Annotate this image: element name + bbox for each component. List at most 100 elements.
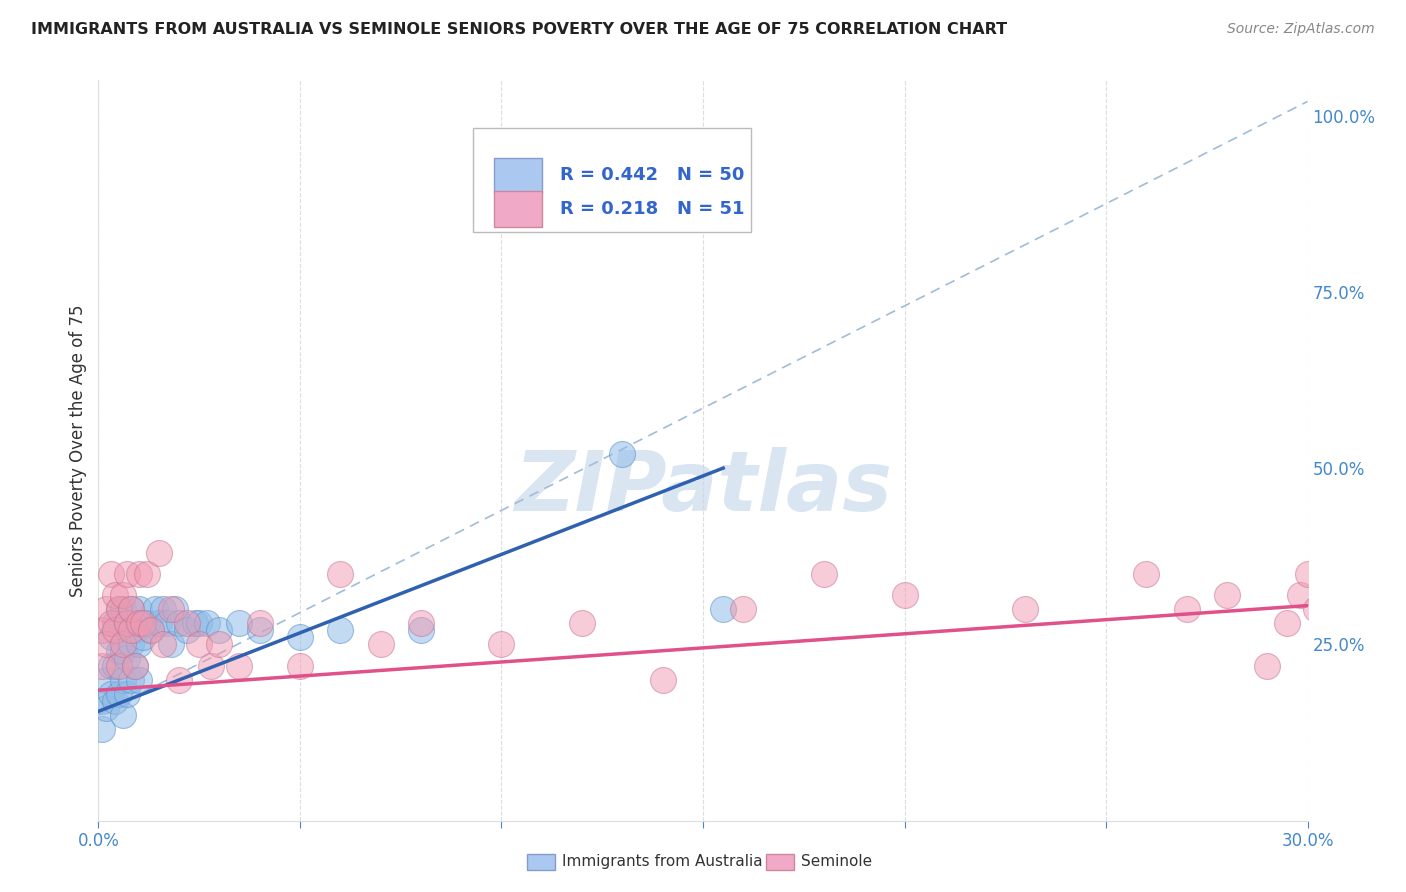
Seminole xyxy=(167,673,190,687)
Immigrants from Australia xyxy=(612,447,634,461)
Seminole xyxy=(813,566,835,581)
Immigrants from Australia xyxy=(128,602,150,616)
Immigrants from Australia xyxy=(111,602,134,616)
Seminole xyxy=(733,602,755,616)
Y-axis label: Seniors Poverty Over the Age of 75: Seniors Poverty Over the Age of 75 xyxy=(69,304,87,597)
Seminole xyxy=(1175,602,1198,616)
Seminole xyxy=(132,616,155,631)
Immigrants from Australia xyxy=(128,637,150,651)
Immigrants from Australia xyxy=(107,644,129,658)
Seminole xyxy=(1135,566,1157,581)
Seminole xyxy=(124,658,146,673)
Seminole xyxy=(120,602,142,616)
Immigrants from Australia xyxy=(115,651,138,665)
Immigrants from Australia xyxy=(167,616,190,631)
Immigrants from Australia xyxy=(184,616,207,631)
Immigrants from Australia xyxy=(163,602,186,616)
Seminole xyxy=(491,637,513,651)
Immigrants from Australia xyxy=(188,616,211,631)
Seminole xyxy=(571,616,593,631)
Immigrants from Australia xyxy=(711,602,734,616)
Seminole xyxy=(103,624,125,638)
Immigrants from Australia xyxy=(128,673,150,687)
Seminole xyxy=(115,616,138,631)
Immigrants from Australia xyxy=(96,701,118,715)
Seminole xyxy=(107,602,129,616)
Immigrants from Australia xyxy=(120,637,142,651)
FancyBboxPatch shape xyxy=(474,128,751,232)
Immigrants from Australia xyxy=(96,673,118,687)
Seminole xyxy=(370,637,392,651)
Seminole xyxy=(139,624,162,638)
Immigrants from Australia xyxy=(120,673,142,687)
Seminole xyxy=(100,616,122,631)
Seminole xyxy=(91,658,114,673)
Seminole xyxy=(135,566,157,581)
Seminole xyxy=(1305,602,1327,616)
Seminole xyxy=(1216,588,1239,602)
Immigrants from Australia xyxy=(100,687,122,701)
Seminole xyxy=(103,588,125,602)
Immigrants from Australia xyxy=(124,624,146,638)
Text: IMMIGRANTS FROM AUSTRALIA VS SEMINOLE SENIORS POVERTY OVER THE AGE OF 75 CORRELA: IMMIGRANTS FROM AUSTRALIA VS SEMINOLE SE… xyxy=(31,22,1007,37)
Immigrants from Australia xyxy=(139,624,162,638)
Immigrants from Australia xyxy=(100,630,122,644)
Seminole xyxy=(409,616,432,631)
Seminole xyxy=(893,588,915,602)
Seminole xyxy=(115,566,138,581)
Immigrants from Australia xyxy=(111,707,134,722)
Immigrants from Australia xyxy=(288,630,311,644)
Immigrants from Australia xyxy=(107,687,129,701)
Text: Seminole: Seminole xyxy=(801,855,873,869)
Seminole xyxy=(107,658,129,673)
Seminole xyxy=(120,624,142,638)
Immigrants from Australia xyxy=(103,658,125,673)
Immigrants from Australia xyxy=(176,624,198,638)
Immigrants from Australia xyxy=(249,624,271,638)
Seminole xyxy=(128,616,150,631)
Immigrants from Australia xyxy=(195,616,218,631)
Seminole xyxy=(148,546,170,560)
Seminole xyxy=(249,616,271,631)
Immigrants from Australia xyxy=(111,644,134,658)
Immigrants from Australia xyxy=(107,602,129,616)
Text: Source: ZipAtlas.com: Source: ZipAtlas.com xyxy=(1227,22,1375,37)
Seminole xyxy=(100,566,122,581)
Seminole xyxy=(1296,566,1319,581)
Immigrants from Australia xyxy=(228,616,250,631)
FancyBboxPatch shape xyxy=(494,191,543,227)
Seminole xyxy=(208,637,231,651)
Immigrants from Australia xyxy=(135,616,157,631)
Immigrants from Australia xyxy=(409,624,432,638)
Immigrants from Australia xyxy=(329,624,352,638)
Seminole xyxy=(288,658,311,673)
Seminole xyxy=(1288,588,1310,602)
Immigrants from Australia xyxy=(124,658,146,673)
Text: Immigrants from Australia: Immigrants from Australia xyxy=(562,855,763,869)
Seminole xyxy=(1277,616,1299,631)
Text: ZIPatlas: ZIPatlas xyxy=(515,447,891,528)
Immigrants from Australia xyxy=(143,602,166,616)
FancyBboxPatch shape xyxy=(494,158,543,194)
Immigrants from Australia xyxy=(120,602,142,616)
Text: R = 0.442   N = 50: R = 0.442 N = 50 xyxy=(561,167,745,185)
Immigrants from Australia xyxy=(103,616,125,631)
Seminole xyxy=(91,624,114,638)
Seminole xyxy=(1014,602,1036,616)
Seminole xyxy=(96,637,118,651)
Immigrants from Australia xyxy=(91,722,114,736)
Seminole xyxy=(329,566,352,581)
Immigrants from Australia xyxy=(115,687,138,701)
Seminole xyxy=(111,637,134,651)
Seminole xyxy=(111,588,134,602)
Immigrants from Australia xyxy=(208,624,231,638)
Immigrants from Australia xyxy=(132,630,155,644)
Immigrants from Australia xyxy=(152,602,174,616)
Seminole xyxy=(160,602,183,616)
Immigrants from Australia xyxy=(100,658,122,673)
Seminole xyxy=(651,673,673,687)
Immigrants from Australia xyxy=(160,637,183,651)
Seminole xyxy=(1256,658,1278,673)
Immigrants from Australia xyxy=(156,616,179,631)
Immigrants from Australia xyxy=(103,694,125,708)
